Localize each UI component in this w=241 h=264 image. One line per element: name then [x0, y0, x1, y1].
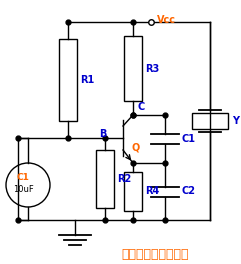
Bar — [192, 113, 228, 129]
Text: 10uF: 10uF — [13, 186, 33, 195]
Text: R1: R1 — [80, 75, 94, 85]
Bar — [124, 172, 142, 211]
Text: R3: R3 — [145, 64, 159, 73]
Bar — [59, 39, 77, 121]
Text: Q: Q — [131, 143, 139, 153]
Text: R4: R4 — [145, 186, 159, 196]
Bar — [124, 36, 142, 101]
Text: C2: C2 — [182, 186, 196, 196]
Text: R2: R2 — [117, 174, 131, 184]
Bar — [96, 150, 114, 208]
Text: C: C — [137, 102, 144, 112]
Text: Vcc: Vcc — [157, 15, 176, 25]
Text: B: B — [100, 129, 107, 139]
Text: C1: C1 — [182, 134, 196, 144]
Text: C1: C1 — [17, 173, 29, 182]
Text: Y: Y — [232, 116, 239, 126]
Text: 并联型石英晶体振荡: 并联型石英晶体振荡 — [121, 248, 189, 262]
